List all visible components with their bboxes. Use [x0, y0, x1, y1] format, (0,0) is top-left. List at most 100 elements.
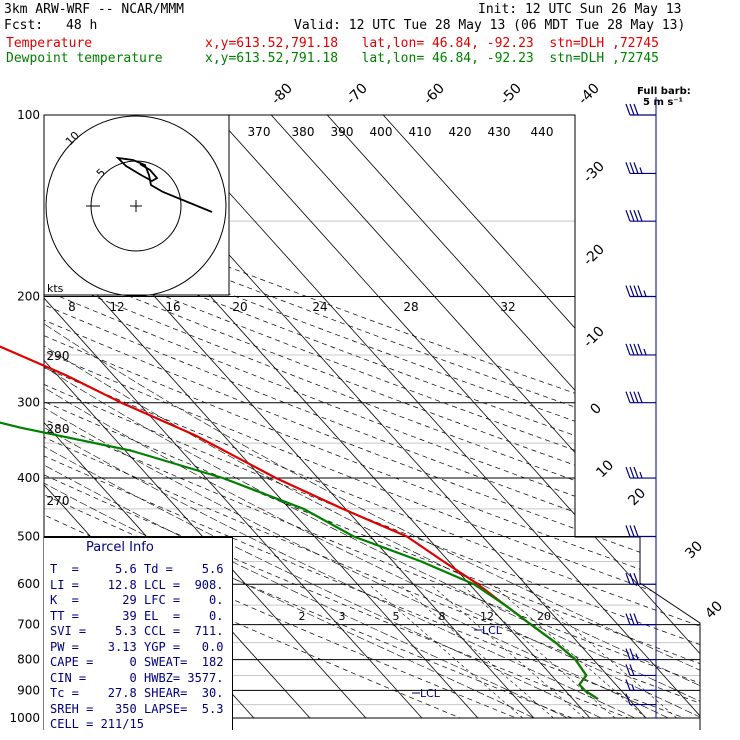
parcel-info-left: K = 29 — [50, 593, 137, 607]
dry-adiabat-line — [44, 115, 700, 719]
isotherm-line — [270, 115, 700, 719]
pressure-tick-label: 600 — [17, 577, 40, 591]
dry-adiabat-label: 380 — [292, 125, 315, 139]
wind-barb-flag — [625, 103, 631, 116]
dry-adiabat-label: 410 — [409, 125, 432, 139]
wind-barb-flag — [625, 162, 631, 174]
wind-barb-flag — [629, 209, 635, 222]
isotherm-line — [382, 115, 700, 719]
dry-adiabat-label: 270 — [47, 494, 70, 508]
isotherm-line — [158, 115, 700, 719]
dewpoint-location: x,y=613.52,791.18 lat,lon= 46.84, -92.23… — [205, 51, 659, 66]
parcel-info-rows: T = 5.6 Td = 5.6 LI = 12.8 LCL = 908. K = 29… — [50, 562, 232, 733]
wind-barb — [625, 391, 656, 404]
saturated-adiabat-line — [44, 296, 535, 719]
wind-barb-flag — [625, 343, 631, 356]
wind-barb — [625, 679, 656, 692]
saturated-adiabat-line — [44, 296, 568, 719]
pressure-tick-label: 700 — [17, 618, 40, 632]
isotherm-label: 30 — [682, 538, 706, 562]
wind-barb-flag — [625, 466, 631, 479]
wind-barb-flag — [629, 664, 635, 676]
wind-barb-flag — [633, 103, 639, 116]
parcel-info-row: CAPE = 0 SWEAT= 182 — [50, 655, 232, 671]
wind-barb — [625, 525, 656, 538]
parcel-info-right: LAPSE= 5.3 — [144, 701, 224, 716]
wind-barb — [625, 209, 656, 222]
parcel-info-right: LCL = 908. — [144, 577, 224, 592]
mixing-ratio-line — [491, 583, 647, 719]
parcel-info-row: Tc = 27.8 SHEAR= 30. — [50, 686, 232, 702]
wind-barb-flag — [633, 162, 639, 174]
dry-adiabat-label: 400 — [370, 125, 393, 139]
parcel-info-left: Tc = 27.8 — [50, 686, 137, 700]
wind-barb — [625, 648, 656, 661]
mixing-ratio-line — [368, 583, 523, 719]
dewpoint-legend: Dewpoint temperature — [6, 51, 163, 66]
saturated-adiabat-label: 24 — [312, 300, 327, 314]
dry-adiabat-line — [44, 115, 700, 719]
dry-adiabat-label: 390 — [331, 125, 354, 139]
wind-barb-flag — [629, 162, 635, 174]
pressure-tick-label: 300 — [17, 396, 40, 410]
dry-adiabat-line — [44, 115, 700, 719]
parcel-info-right: SHEAR= 30. — [144, 686, 224, 700]
parcel-info-title: Parcel Info — [86, 540, 154, 555]
wind-barb — [625, 613, 656, 626]
mixing-ratio-line — [460, 583, 616, 719]
wind-barb-flag — [625, 664, 631, 676]
isotherm-label: 10 — [593, 457, 617, 481]
wind-barb-flag — [625, 209, 631, 222]
dry-adiabat-line — [44, 115, 700, 719]
isotherm-label: -70 — [343, 80, 370, 107]
init-time: Init: 12 UTC Sun 26 May 13 — [478, 2, 682, 17]
parcel-info-left: SVI = 5.3 — [50, 624, 137, 638]
wind-barb-flag — [625, 573, 631, 585]
pressure-tick-label: 500 — [17, 529, 40, 543]
ccl-marker-label: LCL — [482, 624, 503, 637]
mixing-ratio-label: 20 — [537, 610, 551, 623]
dry-adiabat-label: 280 — [47, 422, 70, 436]
parcel-info-row: LI = 12.8 LCL = 908. — [50, 578, 232, 594]
parcel-info-row: T = 5.6 Td = 5.6 — [50, 562, 232, 578]
isotherm-label: 20 — [625, 485, 649, 509]
wind-barb-flag — [629, 613, 635, 625]
wind-barb-flag — [633, 525, 639, 537]
isotherm-label: -50 — [497, 80, 524, 107]
wind-barb-flag — [629, 525, 635, 537]
parcel-info-right: LFC = 0. — [144, 593, 224, 607]
temperature-legend: Temperature — [6, 36, 93, 51]
wind-barbs — [625, 97, 657, 718]
wind-barb-flag — [629, 466, 635, 479]
hodograph-trace — [115, 156, 213, 213]
saturated-adiabat-line — [44, 296, 669, 719]
series-layer — [0, 345, 599, 700]
wind-barb-flag — [629, 391, 635, 403]
model-title: 3km ARW-WRF -- NCAR/MMM — [4, 2, 185, 17]
wind-barb-flag — [633, 209, 639, 222]
isotherm-line — [44, 115, 367, 719]
wind-barb-flag — [633, 285, 639, 297]
saturated-adiabat-label: 16 — [165, 300, 180, 314]
barb-legend-line2: 5 m s⁻¹ — [643, 97, 683, 108]
wind-barb-flag — [625, 391, 631, 403]
mixing-ratio-label: 2 — [299, 610, 306, 623]
temperature-location: x,y=613.52,791.18 lat,lon= 46.84, -92.23… — [205, 36, 659, 51]
mixing-ratio-label: 5 — [393, 610, 400, 623]
wind-barb-flag — [625, 679, 631, 691]
wind-barb — [625, 343, 656, 356]
isotherm-label: 0 — [587, 400, 605, 418]
parcel-info-left: CAPE = 0 — [50, 655, 137, 669]
parcel-info-right: YGP = 0.0 — [144, 639, 224, 654]
parcel-info-row: K = 29 LFC = 0. — [50, 593, 232, 609]
wind-barb-flag — [629, 648, 635, 660]
wind-barb-flag — [625, 648, 631, 660]
parcel-info-row: SREH = 350 LAPSE= 5.3 — [50, 702, 232, 718]
wind-barb-flag — [625, 613, 631, 625]
saturated-adiabat-line — [44, 296, 602, 719]
saturated-adiabat-label: 8 — [68, 300, 76, 314]
wind-barb-flag — [625, 525, 631, 537]
wind-barb-flag — [629, 285, 635, 297]
pressure-tick-label: 800 — [17, 653, 40, 667]
